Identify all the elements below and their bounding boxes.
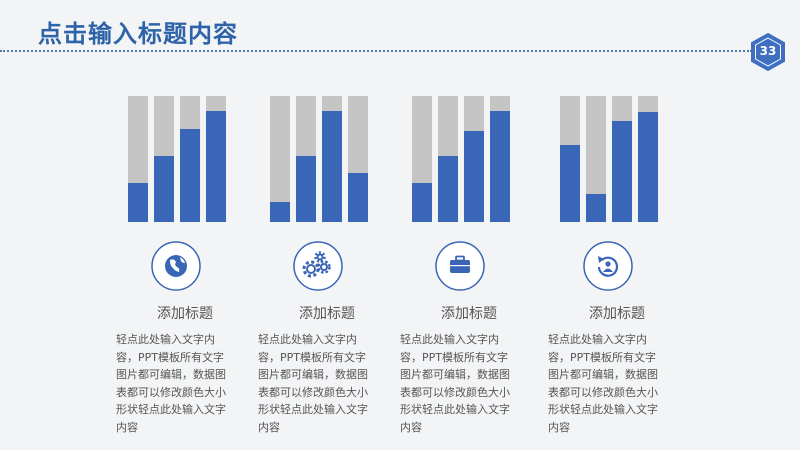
bar-group — [558, 96, 708, 222]
briefcase-icon — [435, 241, 485, 291]
bar-group — [268, 96, 418, 222]
bar-fill — [180, 128, 200, 222]
bar-fill — [270, 201, 290, 222]
bar — [270, 96, 290, 222]
section-heading: 添加标题 — [441, 306, 497, 322]
page-number-badge — [751, 32, 785, 72]
bar-fill — [348, 172, 368, 222]
bar — [490, 96, 510, 222]
section-2: 添加标题 轻点此处输入文字内容，PPT模板所有文字图片都可编辑，数据图表都可以修… — [258, 96, 418, 434]
bar-fill — [490, 111, 510, 222]
bar — [612, 96, 632, 222]
section-heading: 添加标题 — [299, 306, 355, 322]
bar — [638, 96, 658, 222]
bar-fill — [412, 182, 432, 222]
section-3: 添加标题 轻点此处输入文字内容，PPT模板所有文字图片都可编辑，数据图表都可以修… — [400, 96, 560, 434]
bar — [438, 96, 458, 222]
bar-fill — [154, 156, 174, 222]
bar — [464, 96, 484, 222]
bar-fill — [438, 156, 458, 222]
bar — [322, 96, 342, 222]
section-text: 轻点此处输入文字内容，PPT模板所有文字图片都可编辑，数据图表都可以修改颜色大小… — [548, 333, 658, 434]
section-text: 轻点此处输入文字内容，PPT模板所有文字图片都可编辑，数据图表都可以修改颜色大小… — [116, 333, 226, 434]
slide-title: 点击输入标题内容 — [38, 20, 238, 48]
bar-fill — [560, 145, 580, 222]
section-1: 添加标题 轻点此处输入文字内容，PPT模板所有文字图片都可编辑，数据图表都可以修… — [116, 96, 276, 434]
globe-icon — [151, 241, 201, 291]
bar — [180, 96, 200, 222]
bar-fill — [464, 131, 484, 222]
section-text: 轻点此处输入文字内容，PPT模板所有文字图片都可编辑，数据图表都可以修改颜色大小… — [258, 333, 368, 434]
bar — [206, 96, 226, 222]
bar-fill — [206, 111, 226, 222]
gears-icon — [293, 241, 343, 291]
bar-fill — [296, 156, 316, 222]
bar — [412, 96, 432, 222]
bar — [560, 96, 580, 222]
page-number: 33 — [759, 44, 777, 58]
section-heading: 添加标题 — [157, 306, 213, 322]
bar — [586, 96, 606, 222]
section-heading: 添加标题 — [589, 306, 645, 322]
bar-fill — [612, 121, 632, 222]
bar-fill — [322, 111, 342, 222]
bar — [296, 96, 316, 222]
bar-fill — [586, 194, 606, 222]
bar — [154, 96, 174, 222]
bar — [348, 96, 368, 222]
bar-group — [126, 96, 276, 222]
section-4: 添加标题 轻点此处输入文字内容，PPT模板所有文字图片都可编辑，数据图表都可以修… — [548, 96, 708, 434]
refresh-person-icon — [583, 241, 633, 291]
section-text: 轻点此处输入文字内容，PPT模板所有文字图片都可编辑，数据图表都可以修改颜色大小… — [400, 333, 510, 434]
bar — [128, 96, 148, 222]
bar-fill — [638, 112, 658, 222]
title-divider — [0, 50, 752, 52]
bar-group — [410, 96, 560, 222]
bar-fill — [128, 182, 148, 222]
